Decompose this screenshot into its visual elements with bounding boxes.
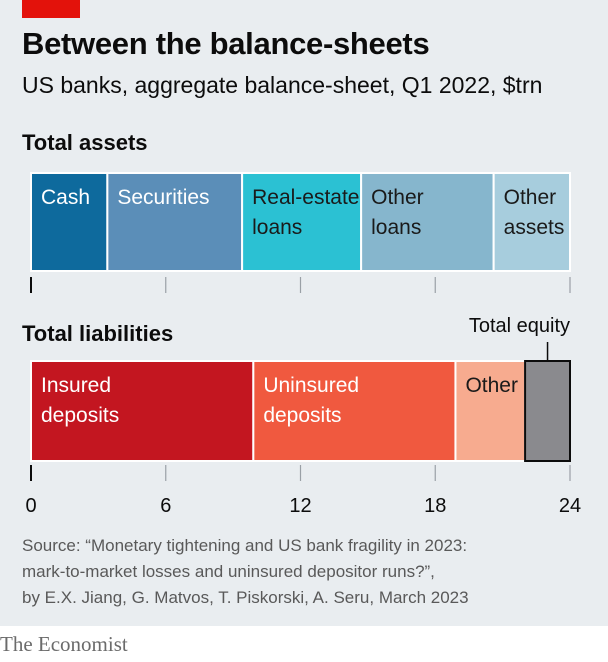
chart-title: Between the balance-sheets bbox=[22, 26, 430, 61]
assets-segment-label: Other bbox=[504, 186, 557, 209]
liabilities-segment-label: deposits bbox=[41, 404, 119, 427]
assets-segment-label: Securities bbox=[117, 186, 209, 209]
brand-red-tag bbox=[22, 0, 80, 18]
brand-logo-text: The Economist bbox=[0, 632, 128, 656]
x-tick-label: 18 bbox=[424, 495, 446, 517]
assets-segment-label: loans bbox=[252, 216, 302, 239]
source-line: mark-to-market losses and uninsured depo… bbox=[22, 562, 435, 581]
x-tick-label: 6 bbox=[160, 495, 171, 517]
brand-footer: The Economist bbox=[0, 626, 608, 662]
x-tick-label: 0 bbox=[25, 495, 36, 517]
x-tick-label: 12 bbox=[289, 495, 311, 517]
source-line: by E.X. Jiang, G. Matvos, T. Piskorski, … bbox=[22, 588, 469, 607]
assets-bar-segment bbox=[241, 172, 363, 272]
assets-bar-segment bbox=[360, 172, 495, 272]
assets-segment-label: Real-estate bbox=[252, 186, 359, 209]
equity-annotation-label: Total equity bbox=[469, 315, 570, 337]
liabilities-segment-label: Insured bbox=[41, 374, 111, 397]
source-line: Source: “Monetary tightening and US bank… bbox=[22, 536, 468, 555]
assets-section-label: Total assets bbox=[22, 130, 148, 155]
assets-segment-label: Other bbox=[371, 186, 424, 209]
assets-segment-label: assets bbox=[504, 216, 565, 239]
liabilities-bar-segment bbox=[454, 360, 527, 462]
assets-segment-label: Cash bbox=[41, 186, 90, 209]
assets-bar-segment bbox=[492, 172, 571, 272]
assets-bar-segment bbox=[30, 172, 109, 272]
liabilities-segment-label: Other bbox=[465, 374, 518, 397]
liabilities-bar-segment bbox=[524, 360, 571, 462]
x-tick-label: 24 bbox=[559, 495, 581, 517]
chart-subtitle: US banks, aggregate balance-sheet, Q1 20… bbox=[22, 72, 543, 98]
liabilities-segment-label: deposits bbox=[263, 404, 341, 427]
liabilities-bar-segment bbox=[252, 360, 457, 462]
liabilities-section-label: Total liabilities bbox=[22, 321, 174, 346]
chart-area: Cash Securities Real-estate loans Other loans… bbox=[25, 172, 581, 517]
liabilities-bar-segment bbox=[30, 360, 255, 462]
source-note: Source: “Monetary tightening and US bank… bbox=[22, 533, 592, 611]
assets-segment-label: loans bbox=[371, 216, 421, 239]
liabilities-segment-label: Uninsured bbox=[263, 374, 359, 397]
